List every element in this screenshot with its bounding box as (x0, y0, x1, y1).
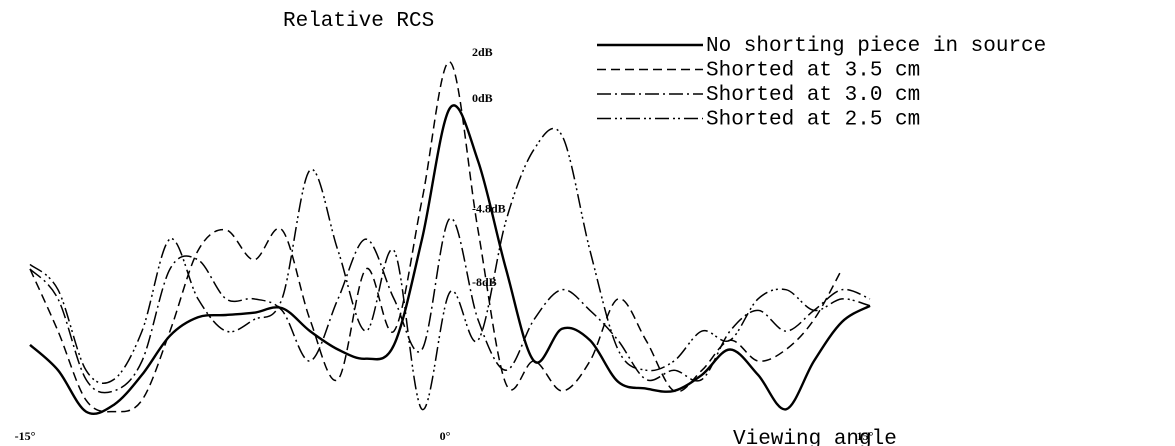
x-tick-label: 0° (440, 429, 451, 443)
series-line (29, 127, 871, 411)
legend-label: No shorting piece in source (706, 35, 1046, 58)
series-line (29, 61, 843, 413)
x-axis-label: Viewing angle (733, 428, 897, 446)
x-tick-label: 15° (857, 429, 874, 443)
annotation: 2dB (472, 45, 493, 59)
chart-title: Relative RCS (283, 10, 434, 33)
legend-label: Shorted at 3.0 cm (706, 84, 920, 107)
series-line (29, 217, 871, 394)
x-tick-label: -15° (15, 429, 36, 443)
annotation: -4.8dB (472, 201, 506, 215)
series-line (29, 104, 871, 416)
legend-label: Shorted at 2.5 cm (706, 109, 920, 132)
annotation: 0dB (472, 91, 493, 105)
annotation: -8dB (472, 275, 497, 289)
legend-label: Shorted at 3.5 cm (706, 60, 920, 83)
